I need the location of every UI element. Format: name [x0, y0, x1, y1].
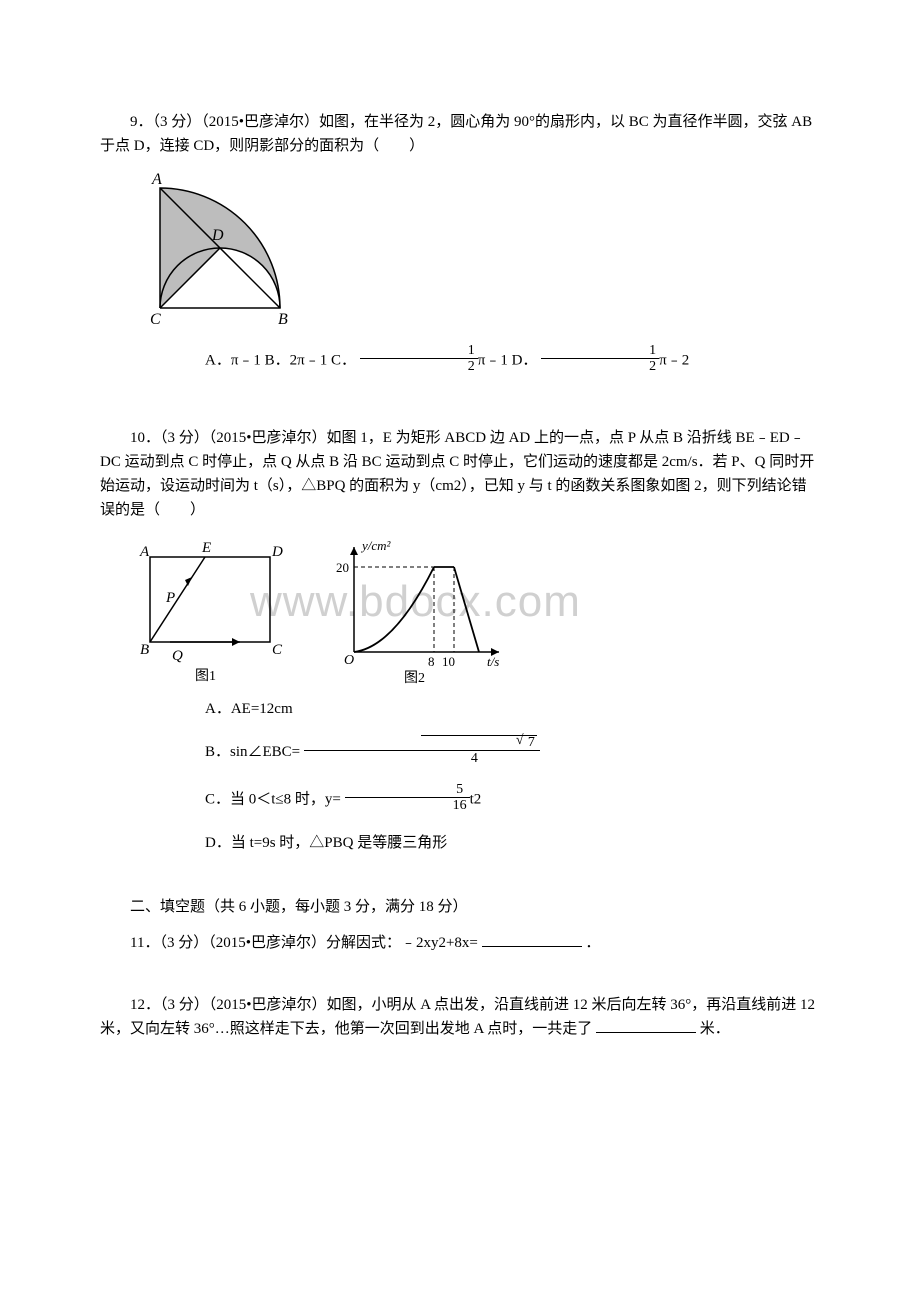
q10-f2-ymax: 20	[336, 560, 349, 575]
q10-f2-xaxis: t/s	[487, 654, 499, 669]
frac-den-16: 16	[345, 798, 470, 813]
frac-num: 1	[360, 344, 478, 359]
q10-f1-a: A	[139, 544, 150, 560]
q10-opt-b: B．sin∠EBC= 7 4	[100, 737, 820, 768]
q12-text: 12．（3 分）（2015•巴彦淖尔）如图，小明从 A 点出发，沿直线前进 12…	[100, 993, 820, 1041]
q9-label-b: B	[278, 311, 288, 328]
q10-opt-a: A．AE=12cm	[100, 697, 820, 721]
q10-f1-b: B	[140, 642, 149, 658]
q9-label-c: C	[150, 311, 161, 328]
fraction-5-16: 5 16	[345, 783, 470, 813]
q9-text: 9．（3 分）（2015•巴彦淖尔）如图，在半径为 2，圆心角为 90°的扇形内…	[100, 110, 820, 158]
q11-blank	[482, 932, 582, 947]
q11-suffix: ．	[585, 935, 600, 951]
q9-label-d: D	[211, 227, 224, 244]
q11-text: 11．（3 分）（2015•巴彦淖尔）分解因式：﹣2xy2+8x= ．	[100, 931, 820, 955]
q10-f1-c: C	[272, 642, 283, 658]
section2-title: 二、填空题（共 6 小题，每小题 3 分，满分 18 分）	[100, 895, 820, 919]
q10-f2-o: O	[344, 653, 354, 668]
sqrt-7: 7	[421, 735, 537, 750]
q10-f1-e: E	[201, 540, 211, 556]
q11-prefix: 11．（3 分）（2015•巴彦淖尔）分解因式：﹣2xy2+8x=	[130, 935, 478, 951]
frac-num: 1	[541, 344, 659, 359]
q10-f1-d: D	[271, 544, 283, 560]
q10-f2-x2: 10	[442, 654, 455, 669]
q9-opt-d-suffix: π﹣2	[659, 353, 689, 369]
q10-figures: A E D B C P Q 图1 y/cm² t/s O	[130, 532, 820, 687]
frac-den: 2	[541, 359, 659, 374]
q10-f1-q: Q	[172, 648, 183, 664]
q10-opt-b-prefix: B．sin∠EBC=	[205, 745, 300, 761]
q9-label-a: A	[151, 171, 162, 188]
q10-f2-x1: 8	[428, 654, 435, 669]
frac-num-5: 5	[345, 783, 470, 798]
fraction-sqrt7-4: 7 4	[304, 735, 540, 766]
fraction-half-2: 1 2	[541, 344, 659, 374]
q10-f1-p: P	[165, 590, 175, 606]
fraction-half-1: 1 2	[360, 344, 478, 374]
frac-den-4: 4	[304, 751, 540, 766]
q9-opt-ab: A．π﹣1 B．2π﹣1 C．	[205, 353, 356, 369]
q10-f2-caption: 图2	[404, 671, 425, 686]
frac-den: 2	[360, 359, 478, 374]
q9-figure: A B C D	[130, 168, 820, 336]
q10-text: 10．（3 分）（2015•巴彦淖尔）如图 1，E 为矩形 ABCD 边 AD …	[100, 426, 820, 522]
frac-num-sqrt: 7	[304, 735, 540, 751]
q9-options: A．π﹣1 B．2π﹣1 C． 1 2 π﹣1 D． 1 2 π﹣2	[100, 346, 820, 376]
q9-opt-c-suffix: π﹣1 D．	[478, 353, 538, 369]
q10-opt-c-prefix: C．当 0＜t≤8 时，y=	[205, 791, 341, 807]
q12-blank	[596, 1018, 696, 1033]
q10-f1-caption: 图1	[195, 669, 216, 684]
q10-opt-d: D．当 t=9s 时，△PBQ 是等腰三角形	[100, 831, 820, 855]
q10-opt-c-suffix: t2	[470, 791, 482, 807]
q10-f2-yaxis: y/cm²	[360, 538, 392, 553]
q12-suffix: 米．	[700, 1021, 730, 1037]
q10-opt-c: C．当 0＜t≤8 时，y= 5 16 t2	[100, 785, 820, 815]
